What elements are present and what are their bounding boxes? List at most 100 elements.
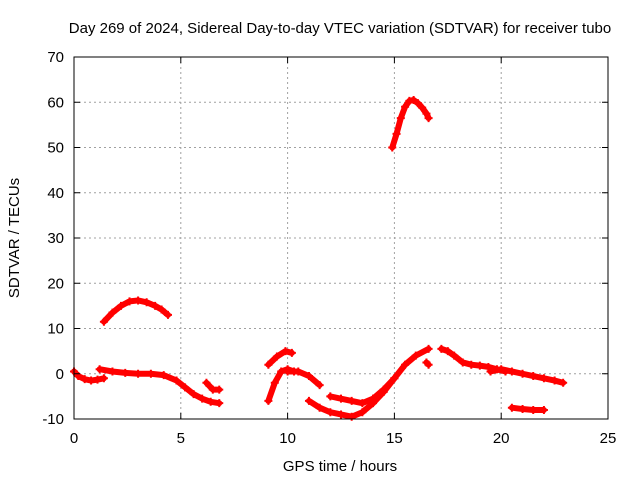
data-point	[142, 298, 151, 307]
data-point	[424, 344, 433, 353]
data-point	[392, 129, 401, 138]
x-tick-label: 10	[279, 430, 296, 447]
y-tick-label: 10	[47, 321, 64, 338]
series-arc-midday-c	[283, 367, 324, 390]
data-point	[529, 405, 538, 414]
data-point	[347, 396, 356, 405]
data-point	[159, 371, 168, 380]
data-point	[413, 99, 422, 108]
data-point	[467, 360, 476, 369]
y-tick-label: 30	[47, 230, 64, 247]
data-point	[206, 397, 215, 406]
data-point	[379, 385, 388, 394]
data-point	[411, 351, 420, 360]
x-tick-label: 15	[386, 430, 403, 447]
data-point	[270, 378, 279, 387]
y-axis-label: SDTVAR / TECUs	[6, 178, 23, 298]
data-point	[507, 403, 516, 412]
x-tick-label: 20	[493, 430, 510, 447]
series-arc-midday-d	[304, 344, 433, 421]
x-tick-label: 0	[70, 430, 78, 447]
data-point	[125, 297, 134, 306]
series-arc-midday-b	[264, 347, 296, 369]
y-tick-label: 60	[47, 94, 64, 111]
y-tick-label: 50	[47, 140, 64, 157]
y-tick-label: -10	[42, 411, 64, 428]
data-point	[283, 367, 292, 376]
data-point	[163, 310, 172, 319]
data-point	[539, 405, 548, 414]
series-arc-morning	[95, 365, 224, 408]
series-arc-short-a	[202, 378, 224, 394]
data-point	[304, 396, 313, 405]
y-tick-label: 40	[47, 185, 64, 202]
series-line	[284, 368, 323, 389]
data-point	[315, 381, 324, 390]
data-point	[315, 403, 324, 412]
data-point	[181, 383, 190, 392]
data-point	[108, 367, 117, 376]
data-point	[264, 396, 273, 405]
data-point	[424, 360, 433, 369]
data-point	[437, 344, 446, 353]
y-tick-label: 70	[47, 49, 64, 66]
data-point	[358, 399, 367, 408]
data-point	[95, 365, 104, 374]
x-tick-label: 5	[177, 430, 185, 447]
data-point	[358, 408, 367, 417]
data-point	[529, 372, 538, 381]
data-point	[99, 317, 108, 326]
data-point	[198, 394, 207, 403]
data-point	[486, 367, 495, 376]
data-point	[424, 114, 433, 123]
y-tick-label: 0	[56, 366, 64, 383]
data-point	[518, 405, 527, 414]
data-point	[287, 348, 296, 357]
data-point	[550, 376, 559, 385]
series-arc-midday-e	[326, 374, 399, 408]
x-axis-label: GPS time / hours	[283, 458, 397, 475]
data-point	[108, 308, 117, 317]
data-point	[215, 399, 224, 408]
data-point	[264, 360, 273, 369]
data-point	[422, 109, 431, 118]
data-point	[202, 378, 211, 387]
data-point	[151, 301, 160, 310]
data-point	[507, 367, 516, 376]
data-point	[337, 410, 345, 419]
data-point	[281, 347, 290, 356]
data-point	[93, 375, 102, 384]
x-tick-label: 25	[600, 430, 617, 447]
series-line	[100, 297, 171, 325]
data-point	[369, 394, 378, 403]
gridlines	[74, 57, 608, 419]
data-point	[157, 305, 166, 314]
data-point	[401, 360, 410, 369]
data-point	[294, 367, 303, 376]
chart-title: Day 269 of 2024, Sidereal Day-to-day VTE…	[69, 20, 611, 37]
data-point	[388, 143, 397, 152]
series-arc-evening	[486, 365, 568, 387]
axis-ticks: 0 5 10 15 20 25 -10 0 10 20 30 40 50 60 70	[42, 49, 616, 447]
data-series	[70, 95, 568, 421]
data-point	[326, 392, 335, 401]
series-arc-short-b	[422, 358, 433, 369]
data-point	[146, 369, 155, 378]
data-point	[215, 385, 224, 394]
data-point	[99, 374, 108, 383]
data-point	[326, 408, 335, 417]
data-point	[559, 378, 568, 387]
series-line	[305, 345, 432, 420]
series-arc-late-low	[507, 403, 548, 414]
data-point	[116, 301, 125, 310]
data-point	[443, 347, 452, 356]
data-point	[337, 394, 345, 403]
series-line	[508, 404, 547, 413]
series-arc-early-high	[99, 296, 172, 326]
data-point	[390, 374, 399, 383]
series-arc-peak	[388, 95, 433, 152]
data-point	[518, 369, 527, 378]
data-point	[304, 372, 313, 381]
